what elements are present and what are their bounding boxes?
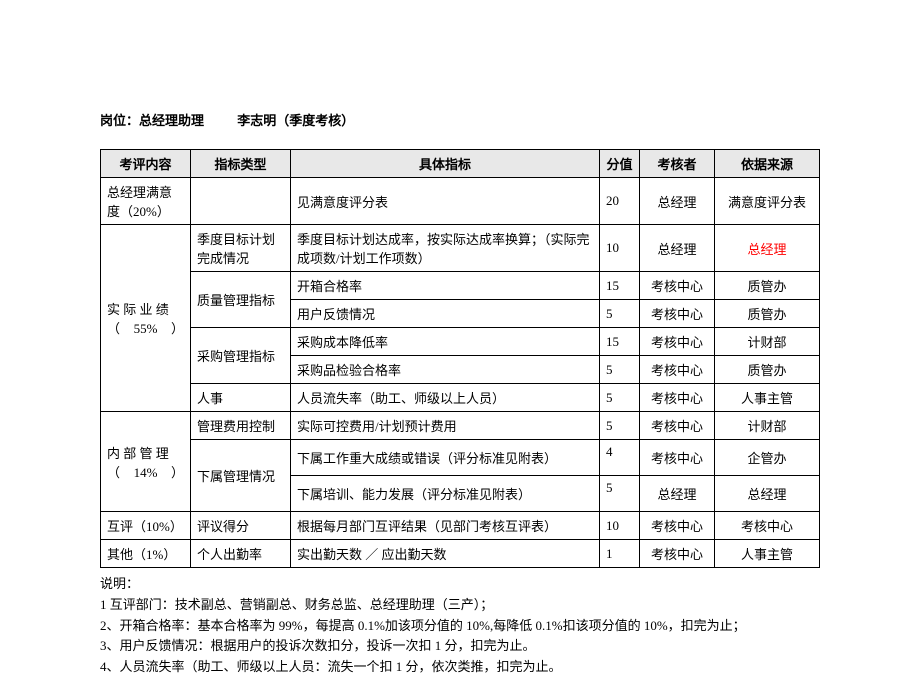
table-row: 内 部 管 理（14%） 管理费用控制 实际可控费用/计划预计费用 5 考核中心…: [101, 412, 820, 440]
table-row: 采购管理指标 采购成本降低率 15 考核中心 计财部: [101, 328, 820, 356]
table-row: 其他（1%） 个人出勤率 实出勤天数 ／ 应出勤天数 1 考核中心 人事主管: [101, 540, 820, 568]
table-row: 人事 人员流失率（助工、师级以上人员） 5 考核中心 人事主管: [101, 384, 820, 412]
detail-cell: 用户反馈情况: [291, 300, 600, 328]
score-cell: 1: [600, 540, 640, 568]
detail-cell: 见满意度评分表: [291, 178, 600, 225]
score-cell: 5: [600, 412, 640, 440]
note-line: 2、开箱合格率：基本合格率为 99%，每提高 0.1%加该项分值的 10%,每降…: [100, 616, 820, 637]
type-cell: 下属管理情况: [191, 440, 291, 512]
cat-cell: 互评（10%）: [101, 512, 191, 540]
assessor-cell: 考核中心: [640, 384, 715, 412]
type-cell: 人事: [191, 384, 291, 412]
detail-cell: 人员流失率（助工、师级以上人员）: [291, 384, 600, 412]
cat-cell: 内 部 管 理（14%）: [101, 412, 191, 512]
table-row: 下属管理情况 下属工作重大成绩或错误（评分标准见附表） 4 考核中心 企管办: [101, 440, 820, 476]
table-row: 互评（10%） 评议得分 根据每月部门互评结果（见部门考核互评表） 10 考核中…: [101, 512, 820, 540]
score-cell: 20: [600, 178, 640, 225]
assessor-cell: 考核中心: [640, 412, 715, 440]
score-cell: 15: [600, 272, 640, 300]
detail-cell: 根据每月部门互评结果（见部门考核互评表）: [291, 512, 600, 540]
cat-cell: 其他（1%）: [101, 540, 191, 568]
type-cell: [191, 178, 291, 225]
header-source: 依据来源: [715, 150, 820, 178]
score-cell: 15: [600, 328, 640, 356]
type-cell: 个人出勤率: [191, 540, 291, 568]
source-cell: 质管办: [715, 356, 820, 384]
assessor-cell: 考核中心: [640, 272, 715, 300]
notes-label: 说明：: [100, 574, 820, 595]
detail-cell: 下属培训、能力发展（评分标准见附表）: [291, 476, 600, 512]
source-cell: 企管办: [715, 440, 820, 476]
type-cell: 季度目标计划完成情况: [191, 225, 291, 272]
type-cell: 质量管理指标: [191, 272, 291, 328]
source-cell: 质管办: [715, 272, 820, 300]
source-cell: 计财部: [715, 328, 820, 356]
source-cell: 人事主管: [715, 384, 820, 412]
assessor-cell: 考核中心: [640, 300, 715, 328]
table-row: 总经理满意度（20%） 见满意度评分表 20 总经理 满意度评分表: [101, 178, 820, 225]
score-cell: 5: [600, 300, 640, 328]
assessor-cell: 考核中心: [640, 540, 715, 568]
note-line: 3、用户反馈情况：根据用户的投诉次数扣分，投诉一次扣 1 分，扣完为止。: [100, 636, 820, 657]
assessor-cell: 考核中心: [640, 440, 715, 476]
detail-cell: 实际可控费用/计划预计费用: [291, 412, 600, 440]
detail-cell: 下属工作重大成绩或错误（评分标准见附表）: [291, 440, 600, 476]
source-cell: 计财部: [715, 412, 820, 440]
notes-section: 说明： 1 互评部门：技术副总、营销副总、财务总监、总经理助理（三产）； 2、开…: [100, 574, 820, 678]
detail-cell: 季度目标计划达成率，按实际达成率换算；（实际完成项数/计划工作项数）: [291, 225, 600, 272]
assessor-cell: 考核中心: [640, 328, 715, 356]
type-cell: 管理费用控制: [191, 412, 291, 440]
table-row: 质量管理指标 开箱合格率 15 考核中心 质管办: [101, 272, 820, 300]
table-header-row: 考评内容 指标类型 具体指标 分值 考核者 依据来源: [101, 150, 820, 178]
detail-cell: 采购成本降低率: [291, 328, 600, 356]
source-cell: 总经理: [715, 476, 820, 512]
source-cell: 总经理: [715, 225, 820, 272]
header-type: 指标类型: [191, 150, 291, 178]
score-cell: 5: [600, 384, 640, 412]
score-cell: 5: [600, 356, 640, 384]
note-line: 4、人员流失率（助工、师级以上人员：流失一个扣 1 分，依次类推，扣完为止。: [100, 657, 820, 678]
source-cell: 满意度评分表: [715, 178, 820, 225]
detail-cell: 开箱合格率: [291, 272, 600, 300]
type-cell: 评议得分: [191, 512, 291, 540]
header-content: 考评内容: [101, 150, 191, 178]
header-score: 分值: [600, 150, 640, 178]
source-cell: 人事主管: [715, 540, 820, 568]
note-line: 1 互评部门：技术副总、营销副总、财务总监、总经理助理（三产）；: [100, 595, 820, 616]
header-detail: 具体指标: [291, 150, 600, 178]
assessment-table: 考评内容 指标类型 具体指标 分值 考核者 依据来源 总经理满意度（20%） 见…: [100, 149, 820, 568]
source-cell: 考核中心: [715, 512, 820, 540]
source-cell: 质管办: [715, 300, 820, 328]
assessor-cell: 总经理: [640, 178, 715, 225]
score-cell: 5: [600, 476, 640, 512]
name-label: 李志明（季度考核）: [237, 113, 354, 128]
type-cell: 采购管理指标: [191, 328, 291, 384]
score-cell: 10: [600, 512, 640, 540]
detail-cell: 实出勤天数 ／ 应出勤天数: [291, 540, 600, 568]
cat-cell: 实 际 业 绩（55%）: [101, 225, 191, 412]
detail-cell: 采购品检验合格率: [291, 356, 600, 384]
assessor-cell: 总经理: [640, 476, 715, 512]
cat-cell: 总经理满意度（20%）: [101, 178, 191, 225]
table-row: 实 际 业 绩（55%） 季度目标计划完成情况 季度目标计划达成率，按实际达成率…: [101, 225, 820, 272]
assessor-cell: 考核中心: [640, 512, 715, 540]
assessor-cell: 总经理: [640, 225, 715, 272]
score-cell: 10: [600, 225, 640, 272]
header-assessor: 考核者: [640, 150, 715, 178]
score-cell: 4: [600, 440, 640, 476]
assessor-cell: 考核中心: [640, 356, 715, 384]
position-label: 岗位：总经理助理: [100, 113, 204, 128]
page-title: 岗位：总经理助理 李志明（季度考核）: [100, 110, 820, 129]
